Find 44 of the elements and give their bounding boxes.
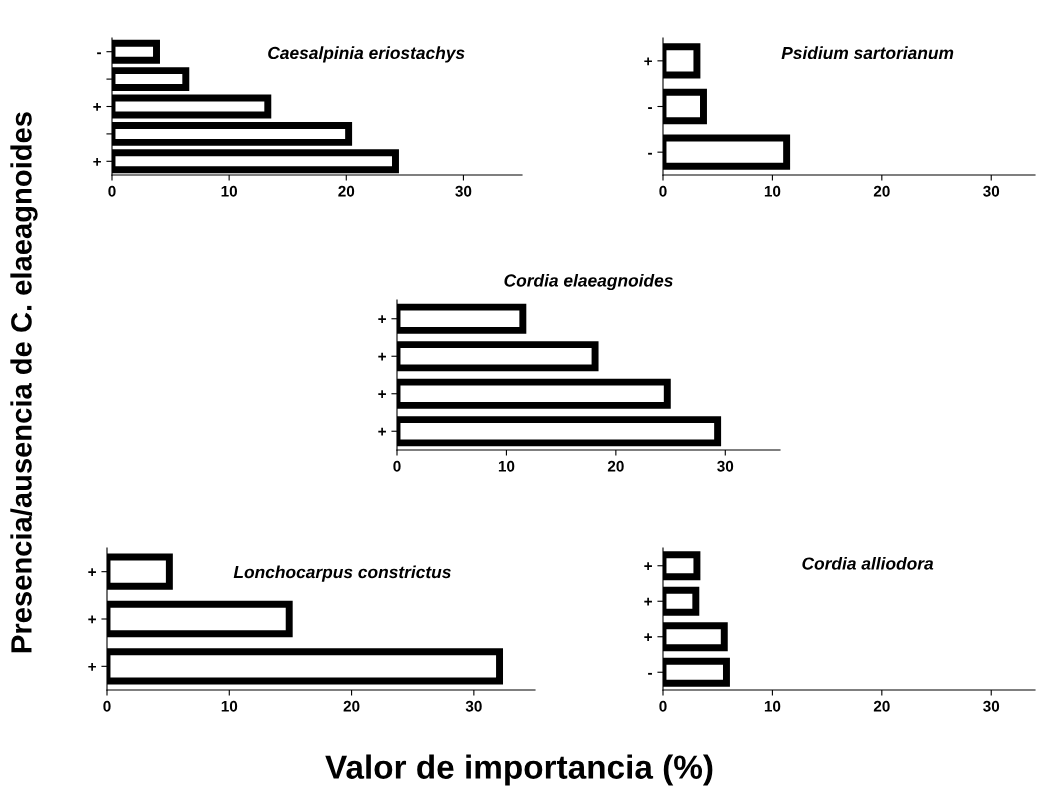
x-tick-label: 30: [983, 700, 1000, 712]
x-tick-label: 30: [717, 460, 734, 472]
text: Lonchocarpus constrictus: [233, 565, 451, 582]
chart-title: Psidium sartorianum: [781, 46, 954, 60]
y-tick-label: +: [88, 615, 96, 624]
y-tick-label: +: [378, 427, 386, 436]
x-tick-label: 10: [498, 460, 515, 472]
y-tick-label: -: [648, 672, 652, 675]
y-tick-label: +: [93, 103, 101, 111]
x-tick-label: 30: [465, 700, 482, 712]
x-tick-label: 10: [221, 185, 238, 197]
x-tick-label: 30: [983, 185, 1000, 197]
x-tick-label: 10: [764, 185, 781, 197]
y-tick-label: +: [378, 315, 386, 324]
x-tick-label: 0: [393, 460, 401, 472]
chart-title: Cordia alliodora: [802, 556, 934, 570]
y-tick-label: -: [97, 52, 101, 55]
x-tick-label: 0: [659, 185, 667, 197]
y-axis-title: Presencia/ausencia de C. elaeagnoides: [10, 112, 38, 653]
x-tick-label: 0: [659, 700, 667, 712]
y-tick-label: +: [88, 662, 96, 671]
y-tick-label: +: [378, 352, 386, 361]
y-tick-label: +: [93, 157, 101, 166]
x-axis-title: Valor de importancia (%): [325, 754, 713, 786]
x-tick-label: 30: [455, 185, 472, 197]
x-tick-label: 20: [873, 185, 890, 197]
chart-title: Cordia elaeagnoides: [504, 273, 673, 291]
y-tick-label: +: [378, 390, 386, 399]
x-tick-label: 20: [873, 700, 890, 712]
y-tick-label: +: [644, 633, 652, 642]
x-tick-label: 0: [103, 700, 111, 712]
x-tick-label: 20: [338, 185, 355, 197]
y-tick-label: +: [644, 562, 652, 571]
y-tick-label: +: [88, 568, 96, 576]
x-tick-label: 10: [221, 700, 238, 712]
x-tick-label: 0: [108, 185, 116, 197]
y-tick-label: -: [648, 107, 652, 109]
x-tick-label: 10: [764, 700, 781, 712]
x-tick-label: 20: [343, 700, 360, 712]
y-tick-label: +: [644, 57, 652, 66]
x-tick-label: 20: [607, 460, 624, 472]
chart-title: Caesalpinia eriostachys: [268, 46, 465, 63]
y-tick-label: -: [648, 152, 652, 155]
y-tick-label: +: [644, 597, 652, 606]
